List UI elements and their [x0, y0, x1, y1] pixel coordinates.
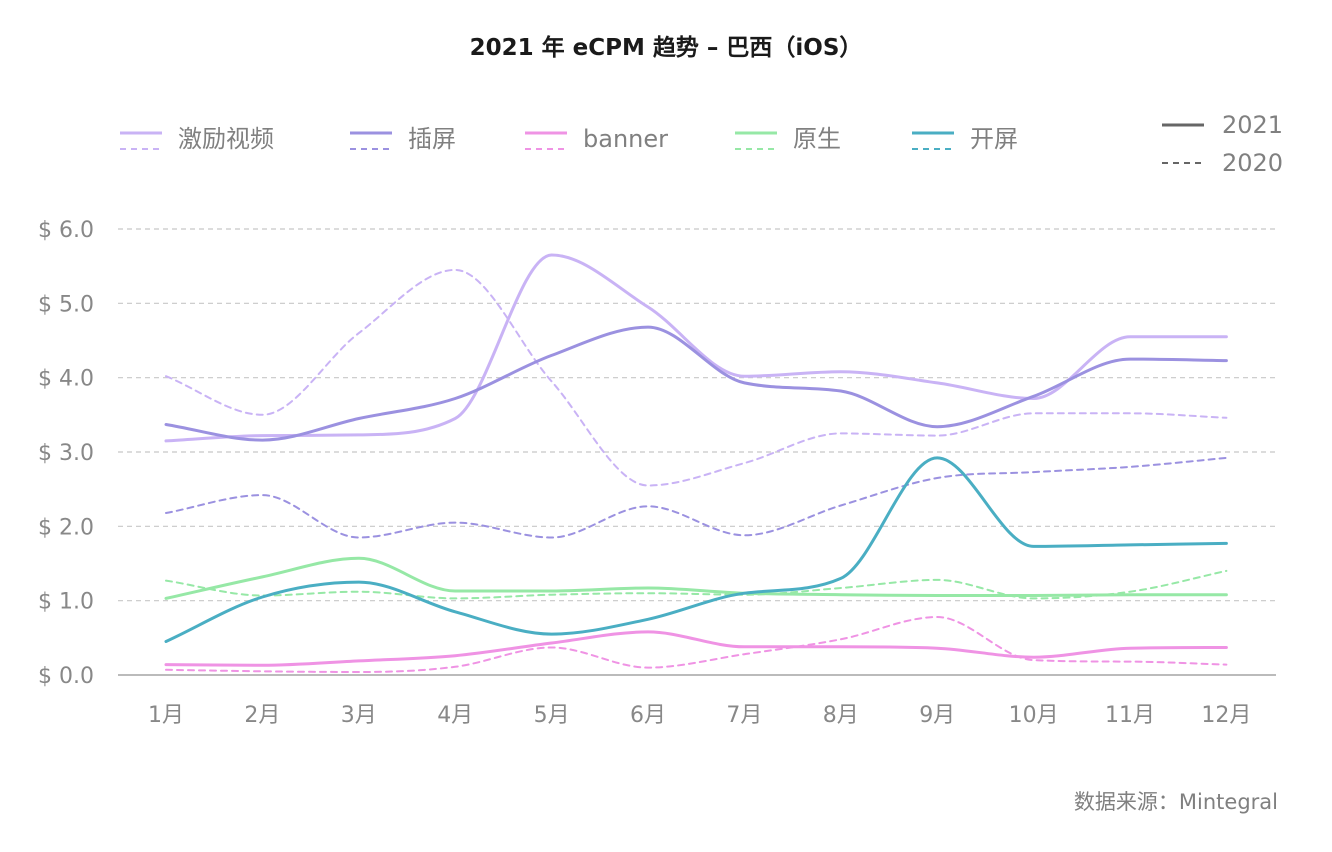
- x-tick-label: 12月: [1201, 703, 1251, 728]
- legend-swatch: [350, 131, 392, 150]
- series-line-banner-2021: [164, 630, 1228, 667]
- x-tick-label: 1月: [148, 703, 184, 728]
- x-tick-label: 6月: [630, 703, 666, 728]
- legend-label: banner: [583, 125, 668, 153]
- legend-swatch: [912, 131, 954, 150]
- y-tick-label: $ 5.0: [38, 292, 94, 317]
- legend-swatch: [120, 131, 162, 150]
- y-tick-label: $ 1.0: [38, 590, 94, 615]
- series-line-插屏-2021: [164, 325, 1228, 442]
- year-legend-swatch: [1162, 162, 1204, 164]
- year-legend-label: 2020: [1222, 149, 1284, 177]
- y-tick-label: $ 2.0: [38, 515, 94, 540]
- legend-label: 插屏: [408, 125, 456, 153]
- series-line-原生-2021: [164, 556, 1228, 600]
- x-tick-label: 8月: [823, 703, 859, 728]
- series-line-banner-2020: [165, 616, 1228, 673]
- x-tick-label: 7月: [726, 703, 762, 728]
- x-tick-label: 2月: [244, 703, 280, 728]
- legend-label: 原生: [793, 125, 841, 153]
- x-tick-label: 5月: [534, 703, 570, 728]
- legend-swatch: [735, 131, 777, 150]
- y-tick-label: $ 0.0: [38, 664, 94, 689]
- x-tick-label: 3月: [341, 703, 377, 728]
- series-line-激励视频-2020: [165, 268, 1228, 487]
- series-line-原生-2020: [165, 569, 1228, 600]
- x-tick-label: 4月: [437, 703, 473, 728]
- year-legend-2021: 2021: [1162, 108, 1292, 144]
- year-legend-swatch: [1162, 123, 1204, 127]
- y-tick-label: $ 3.0: [38, 441, 94, 466]
- series-line-开屏-2021: [164, 456, 1228, 643]
- x-tick-label: 10月: [1009, 703, 1059, 728]
- y-tick-label: $ 6.0: [38, 218, 94, 243]
- year-legend-2020: 2020: [1162, 146, 1292, 182]
- year-legend-label: 2021: [1222, 111, 1284, 139]
- x-tick-label: 11月: [1105, 703, 1155, 728]
- series-line-激励视频-2021: [164, 253, 1228, 443]
- data-source-note: 数据来源：Mintegral: [1073, 790, 1278, 814]
- legend-label: 激励视频: [178, 125, 274, 153]
- y-tick-label: $ 4.0: [38, 367, 94, 392]
- x-tick-label: 9月: [919, 703, 955, 728]
- series-line-插屏-2020: [165, 456, 1228, 539]
- chart-title: 2021 年 eCPM 趋势 – 巴西（iOS）: [469, 35, 863, 61]
- legend-swatch: [525, 131, 567, 150]
- legend-label: 开屏: [970, 125, 1018, 153]
